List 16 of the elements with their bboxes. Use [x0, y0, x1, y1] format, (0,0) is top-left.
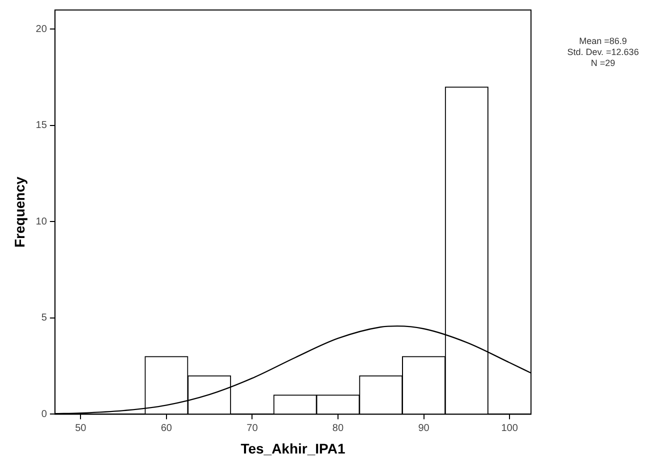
- x-tick-label: 70: [246, 422, 258, 434]
- y-tick-label: 10: [36, 216, 48, 228]
- x-axis-title: Tes_Akhir_IPA1: [240, 440, 346, 456]
- y-axis-title: Frequency: [11, 176, 28, 248]
- text: Mean =86.9: [579, 36, 627, 46]
- y-tick-label: 20: [36, 24, 48, 35]
- x-tick-label: 60: [160, 422, 172, 434]
- text: N =29: [590, 58, 616, 68]
- y-tick-label: 15: [36, 120, 48, 132]
- x-tick-label: 100: [501, 422, 518, 434]
- y-tick-label: 0: [41, 408, 48, 420]
- x-tick-label: 50: [75, 422, 87, 434]
- x-tick-label: 80: [332, 422, 344, 434]
- x-tick-label: 90: [418, 422, 430, 434]
- y-tick-label: 5: [41, 312, 48, 324]
- text: Std. Dev. =12.636: [567, 47, 639, 57]
